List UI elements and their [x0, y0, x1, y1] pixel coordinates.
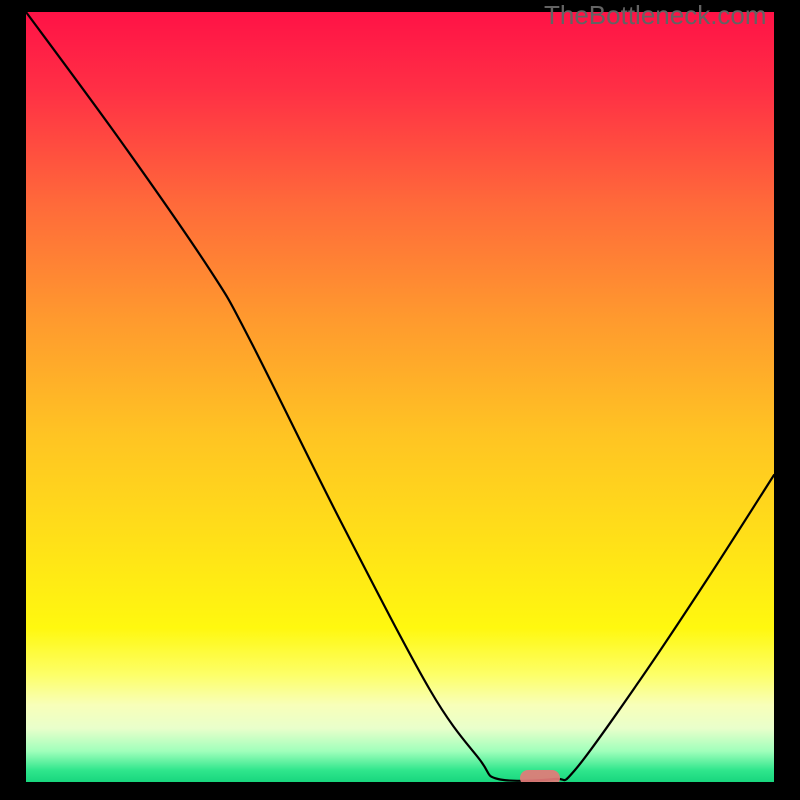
chart-curve: [0, 0, 800, 800]
bottleneck-chart: TheBottleneck.com: [0, 0, 800, 800]
chart-border-bottom: [0, 782, 800, 800]
chart-border-right: [774, 0, 800, 800]
chart-border-left: [0, 0, 26, 800]
watermark-text: TheBottleneck.com: [544, 0, 767, 31]
